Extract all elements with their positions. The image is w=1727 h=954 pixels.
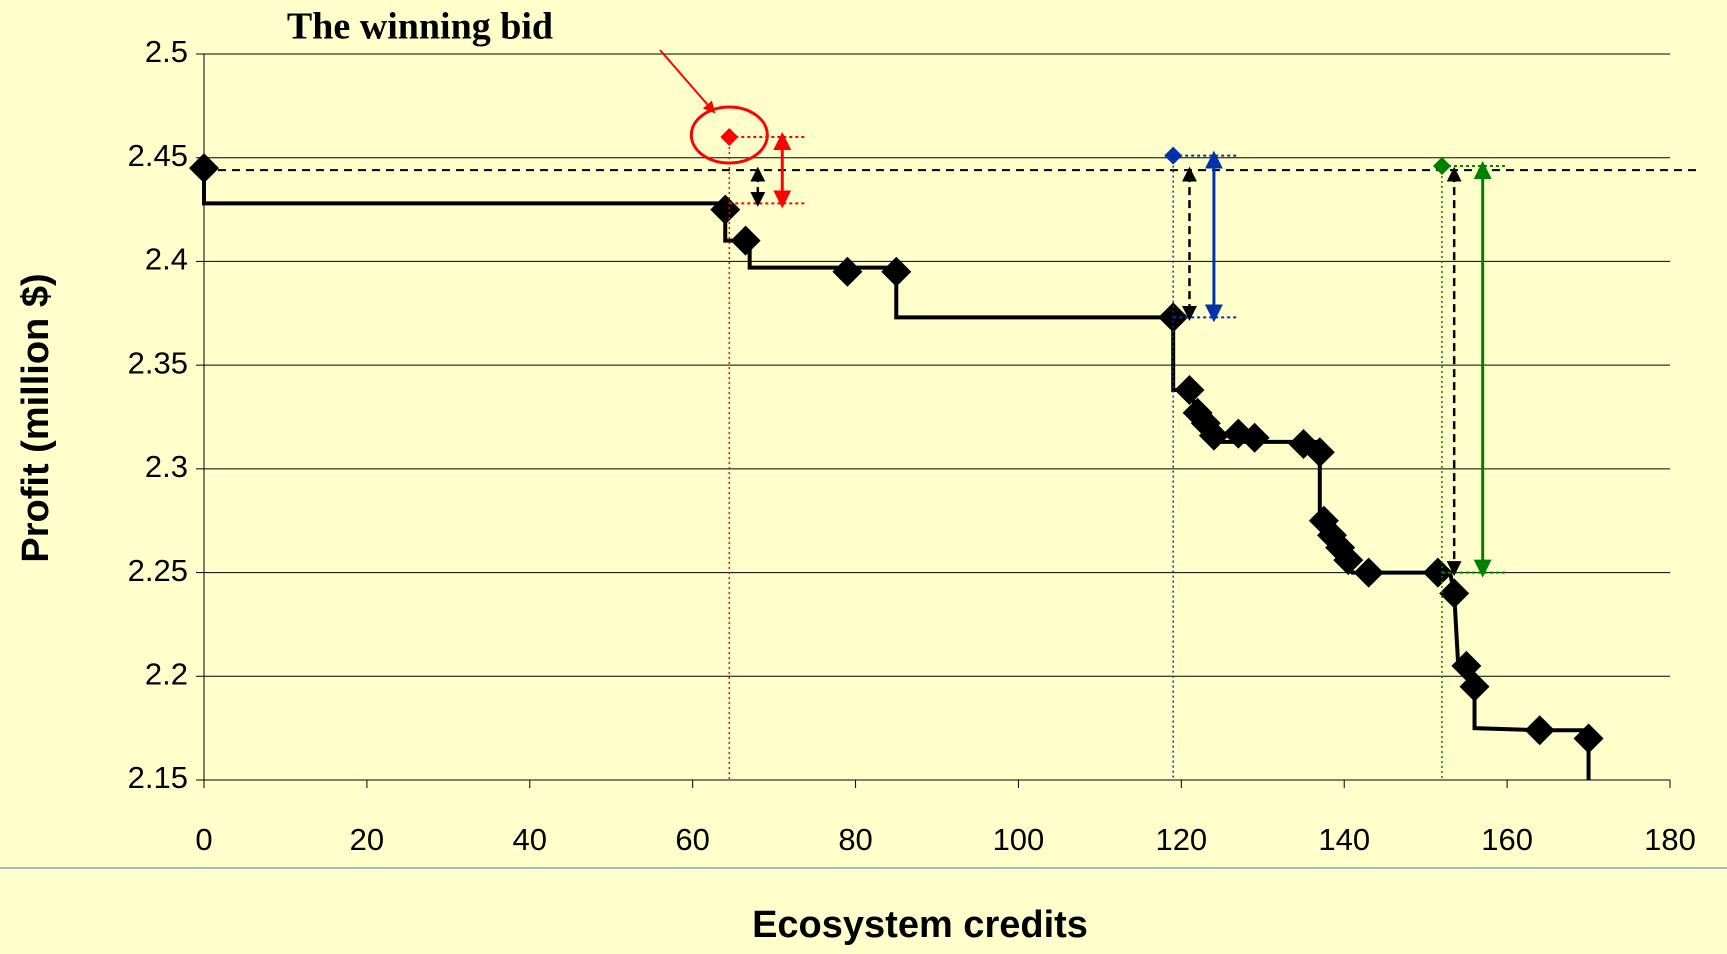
point: [1353, 557, 1384, 588]
winning-bid-circle: [689, 105, 769, 165]
x-tick-label: 180: [1644, 822, 1696, 857]
annotation: The winning bid: [287, 6, 553, 48]
x-tick-label: 140: [1318, 822, 1370, 857]
bid-point: [1164, 146, 1183, 165]
x-tick-label: 120: [1155, 822, 1207, 857]
y-tick-label: 2.5: [145, 34, 188, 69]
y-tick-label: 2.2: [145, 656, 188, 691]
bid-point: [1432, 157, 1451, 176]
x-tick-label: 40: [513, 822, 547, 857]
y-tick-label: 2.4: [145, 242, 188, 277]
x-tick-label: 60: [675, 822, 709, 857]
x-tick-label: 80: [838, 822, 872, 857]
point: [1304, 437, 1335, 468]
x-tick-label: 160: [1481, 822, 1533, 857]
point: [1524, 715, 1555, 746]
point: [1239, 422, 1270, 453]
y-tick-label: 2.3: [145, 449, 188, 484]
x-tick-label: 20: [350, 822, 384, 857]
point: [881, 256, 912, 287]
point: [1198, 420, 1229, 451]
x-axis-label: Ecosystem credits: [752, 904, 1088, 946]
point: [1422, 557, 1453, 588]
point: [1459, 671, 1490, 702]
y-axis-label: Profit (million $): [15, 273, 57, 562]
point: [710, 194, 741, 225]
point: [1333, 545, 1364, 576]
y-tick-label: 2.25: [128, 553, 188, 588]
point: [730, 225, 761, 256]
bid-point: [720, 127, 739, 146]
point: [1174, 375, 1205, 406]
annotation-arrow: [659, 49, 716, 114]
point: [1439, 578, 1470, 609]
x-tick-label: 100: [993, 822, 1045, 857]
point: [832, 256, 863, 287]
y-tick-label: 2.35: [128, 345, 188, 380]
y-tick-label: 2.15: [128, 760, 188, 795]
point: [189, 153, 219, 184]
point: [1573, 723, 1604, 754]
y-tick-label: 2.45: [128, 138, 188, 173]
x-tick-label: 0: [195, 822, 212, 857]
